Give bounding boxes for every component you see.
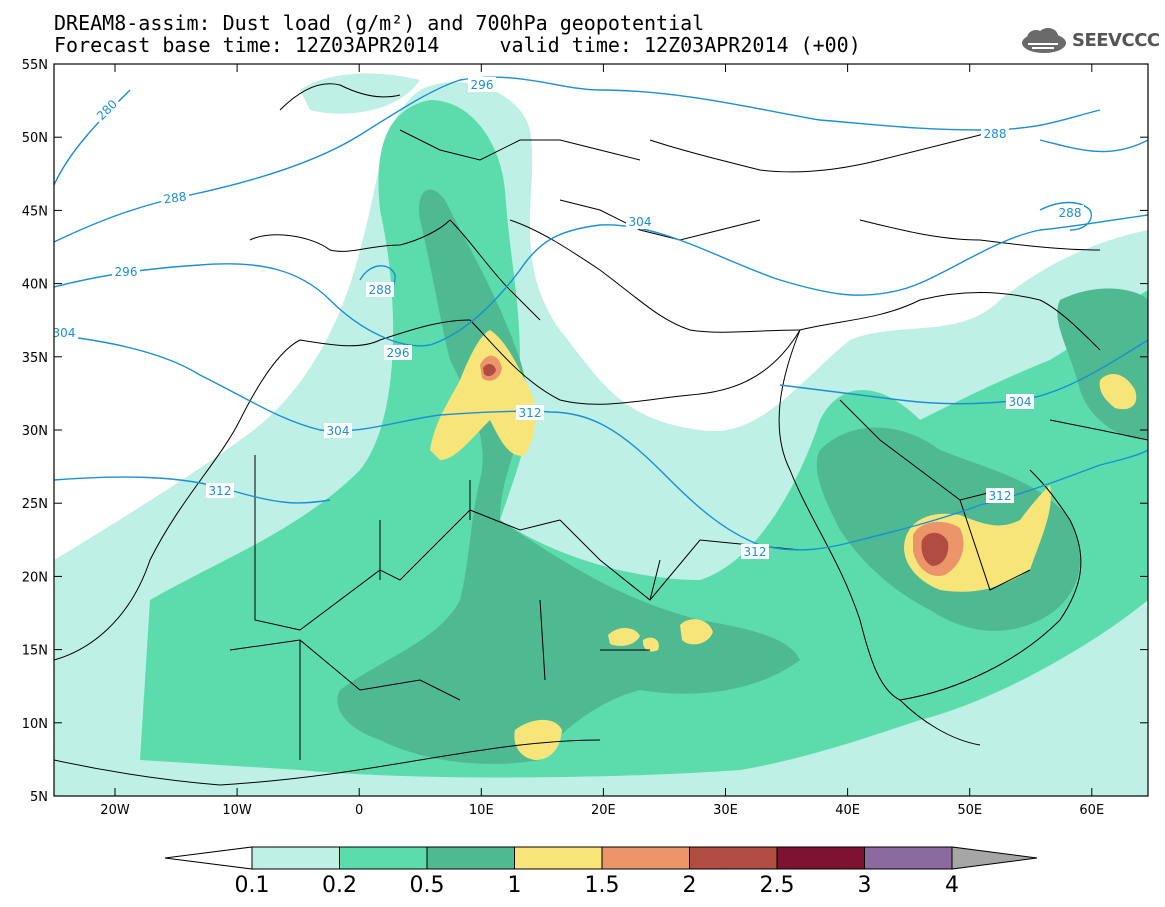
- colorbar-box: [864, 846, 953, 870]
- lon-label: 10E: [469, 803, 494, 818]
- dust-level-1-sudan-a: [608, 627, 640, 646]
- dust-level-1-gulf: [1099, 374, 1137, 410]
- brand-name: SEEVCCC: [1072, 30, 1160, 51]
- colorbar-box: [514, 846, 603, 870]
- svg-text:304: 304: [53, 326, 76, 340]
- colorbar-box: [339, 846, 428, 870]
- svg-text:288: 288: [984, 127, 1007, 141]
- lat-label: 15N: [22, 644, 48, 659]
- lat-label: 35N: [22, 351, 48, 366]
- lon-label: 30E: [713, 803, 738, 818]
- colorbar-tick-label: 1.5: [585, 873, 620, 898]
- contour-label: 304: [1006, 394, 1034, 409]
- lat-label: 10N: [22, 717, 48, 732]
- contour-label: 312: [741, 544, 769, 559]
- colorbar-box: [251, 846, 340, 870]
- colorbar-tick-label: 0.2: [322, 873, 357, 898]
- contour-label: 288: [981, 126, 1009, 141]
- svg-text:304: 304: [629, 215, 652, 229]
- colorbar-tick-label: 0.1: [235, 873, 270, 898]
- dust-level-0.5: [337, 189, 800, 764]
- lat-label: 45N: [22, 204, 48, 219]
- colorbar-tick-label: 0.5: [410, 873, 445, 898]
- colorbar-box: [776, 846, 865, 870]
- lat-label: 30N: [22, 424, 48, 439]
- contour-label: 296: [468, 77, 496, 92]
- svg-text:288: 288: [369, 283, 392, 297]
- map-title: DREAM8-assim: Dust load (g/m²) and 700hP…: [54, 11, 705, 35]
- brand-logo: SEEVCCC: [1018, 28, 1160, 56]
- svg-text:288: 288: [163, 189, 188, 206]
- svg-text:288: 288: [1059, 206, 1082, 220]
- dust-level-1-chad: [514, 719, 562, 760]
- colorbar-tick-label: 2: [683, 873, 697, 898]
- lon-label: 50E: [957, 803, 982, 818]
- lat-label: 20N: [22, 570, 48, 585]
- map-subtitle: Forecast base time: 12Z03APR2014 valid t…: [54, 33, 861, 57]
- colorbar-tick-label: 1: [508, 873, 522, 898]
- contour-label: 304: [626, 214, 654, 229]
- svg-text:304: 304: [1009, 395, 1032, 409]
- lat-label: 25N: [22, 497, 48, 512]
- lat-label: 50N: [22, 131, 48, 146]
- lat-label: 40N: [22, 278, 48, 293]
- dust-level-1-tunisia: [430, 330, 536, 460]
- latitude-axis: 55N 50N 45N 40N 35N 30N 25N 20N 15N 10N 5N: [22, 58, 1148, 805]
- lat-label: 55N: [22, 58, 48, 73]
- lon-label: 40E: [835, 803, 860, 818]
- contour-label: 288: [160, 188, 190, 207]
- colorbar-tick-label: 4: [945, 873, 959, 898]
- lon-label: 60E: [1079, 803, 1104, 818]
- contour-label: 296: [384, 345, 412, 360]
- contour-label: 288: [366, 282, 394, 297]
- contour-labels: 2802882963042962882963043123123123122883…: [50, 77, 1084, 559]
- svg-text:312: 312: [989, 489, 1012, 503]
- colorbar-tick-label: 3: [858, 873, 872, 898]
- lat-label: 5N: [30, 790, 48, 805]
- dust-level-2-arabia: [921, 532, 949, 566]
- contour-label: 312: [516, 405, 544, 420]
- colorbar-high-arrow: [951, 846, 1038, 870]
- cloud-logo-icon: [1022, 28, 1066, 53]
- colorbar-box: [601, 846, 690, 870]
- svg-text:312: 312: [519, 406, 542, 420]
- svg-text:296: 296: [471, 78, 494, 92]
- svg-text:304: 304: [327, 424, 350, 438]
- svg-text:296: 296: [115, 265, 138, 279]
- contour-label: 304: [50, 325, 78, 340]
- lon-label: 10W: [222, 803, 252, 818]
- contour-label: 296: [112, 264, 140, 279]
- svg-text:312: 312: [744, 545, 767, 559]
- colorbar-low-arrow: [164, 846, 253, 870]
- colorbar-tick-label: 2.5: [760, 873, 795, 898]
- longitude-axis: 20W 10W 0 10E 20E 30E 40E 50E 60E: [100, 64, 1104, 818]
- dust-level-2-tunisia: [483, 364, 496, 377]
- lon-label: 20E: [591, 803, 616, 818]
- dust-level-1-sudan-b: [680, 619, 713, 645]
- lon-label: 20W: [100, 803, 130, 818]
- svg-text:296: 296: [387, 346, 410, 360]
- contour-label: 304: [324, 423, 352, 438]
- dust-level-1-sudan-c: [642, 637, 659, 652]
- colorbar-box: [426, 846, 515, 870]
- contour-label: 312: [986, 488, 1014, 503]
- colorbar-box: [689, 846, 778, 870]
- coastlines: [54, 83, 1148, 786]
- lon-label: 0: [355, 803, 363, 818]
- svg-text:312: 312: [209, 484, 232, 498]
- contour-label: 288: [1056, 205, 1084, 220]
- contour-label: 312: [206, 483, 234, 498]
